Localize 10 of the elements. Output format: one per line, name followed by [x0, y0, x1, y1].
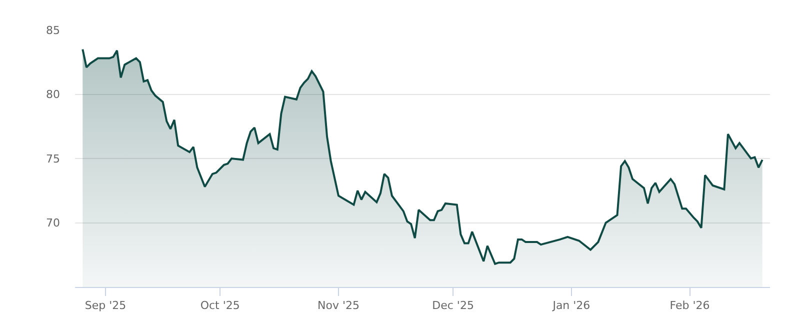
y-tick-label: 70 [46, 216, 60, 230]
x-tick-label: Jan '26 [552, 299, 590, 312]
x-tick-label: Dec '25 [432, 299, 474, 312]
y-tick-label: 75 [46, 152, 60, 166]
y-tick-label: 80 [46, 88, 60, 102]
x-tick-label: Feb '26 [670, 299, 710, 312]
x-tick-label: Oct '25 [200, 299, 240, 312]
y-tick-label: 85 [46, 24, 60, 37]
x-tick-label: Sep '25 [84, 299, 126, 312]
x-tick-label: Nov '25 [317, 299, 360, 312]
